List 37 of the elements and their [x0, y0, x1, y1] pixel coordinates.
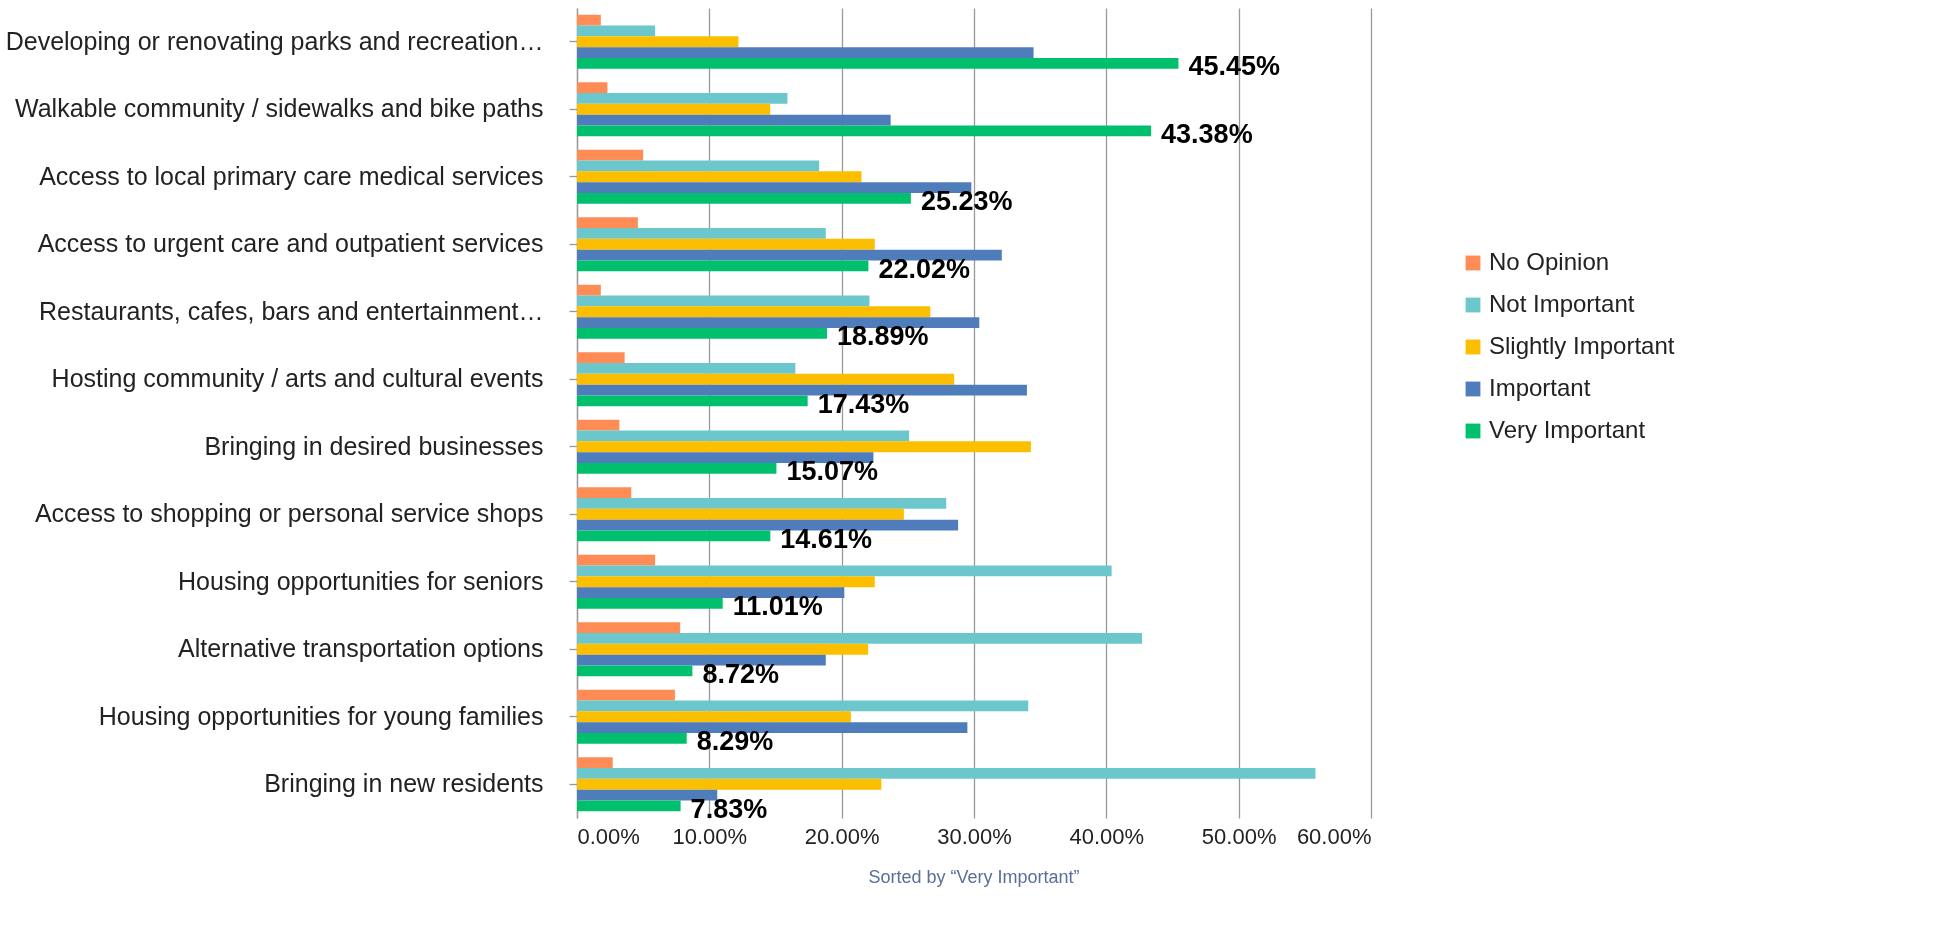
x-tick-label: 10.00% [672, 823, 748, 849]
y-tick-label: Bringing in desired businesses [204, 431, 544, 460]
y-tick-label: Access to shopping or personal service shops [34, 499, 544, 528]
data-label: 8.29% [696, 726, 774, 757]
legend-label: Very Important [1489, 416, 1646, 443]
y-tick-label: Access to urgent care and outpatient services [37, 229, 544, 258]
x-tick-label: 0.00% [577, 823, 640, 849]
x-tick-label: 20.00% [804, 823, 880, 849]
data-label: 11.01% [732, 591, 823, 622]
x-tick-label: 50.00% [1201, 823, 1277, 849]
text: Sorted by “Very Important” [868, 867, 1080, 887]
legend-label: No Opinion [1489, 248, 1610, 275]
y-tick-label: Access to local primary care medical services [39, 161, 544, 190]
data-label: 15.07% [786, 456, 878, 487]
data-label: 45.45% [1188, 51, 1281, 82]
x-tick-label: 30.00% [937, 823, 1012, 849]
data-label: 43.38% [1161, 118, 1253, 149]
y-tick-label: Alternative transportation options [178, 634, 544, 663]
data-label: 22.02% [878, 253, 970, 284]
data-label: 14.61% [780, 523, 872, 554]
data-label: 7.83% [690, 793, 768, 824]
y-tick-label: Housing opportunities for young families [98, 701, 544, 730]
data-label: 25.23% [920, 186, 1013, 217]
legend-label: Not Important [1489, 290, 1635, 317]
y-tick-label: Developing or renovating parks and recreation… [5, 26, 544, 55]
data-label: 8.72% [702, 658, 779, 689]
data-label: 18.89% [836, 321, 929, 352]
y-tick-label: Walkable community / sidewalks and bike paths [15, 94, 544, 123]
legend-label: Slightly Important [1489, 332, 1675, 359]
x-tick-label: 40.00% [1069, 823, 1145, 849]
data-label: 17.43% [817, 388, 910, 419]
y-tick-label: Housing opportunities for seniors [178, 566, 544, 595]
y-tick-label: Hosting community / arts and cultural events [51, 364, 544, 393]
x-tick-label: 60.00% [1296, 823, 1372, 849]
y-tick-label: Bringing in new residents [264, 769, 544, 798]
y-tick-label: Restaurants, cafes, bars and entertainment… [39, 296, 544, 325]
legend-label: Important [1489, 374, 1591, 401]
